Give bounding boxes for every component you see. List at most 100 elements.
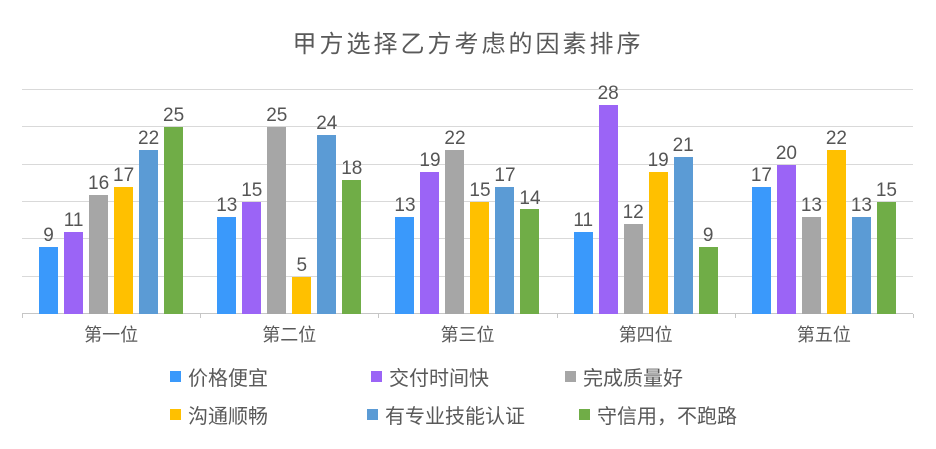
axis-tick [200,314,201,318]
bar-value-label: 22 [825,127,847,149]
bar-value-label: 15 [469,180,491,202]
category-label: 第二位 [262,325,317,345]
bar-value-label: 28 [597,83,619,104]
bar: 13 [801,196,822,314]
bar: 9 [39,225,59,314]
legend-label: 守信用，不跑路 [597,406,737,428]
bar-group: 9 11 16 17 22 25 [22,90,200,314]
bar-group: 13 15 25 5 24 18 [200,90,378,314]
legend-marker [170,409,181,420]
bar-value-label: 22 [138,127,160,149]
bar: 18 [341,158,362,314]
bar: 24 [316,113,337,314]
legend-item: 完成质量好 [565,362,683,391]
bar-group: 17 20 13 22 13 15 [735,90,913,314]
bar: 12 [623,203,644,314]
bar-value-label: 13 [216,195,238,216]
bar-value-label: 21 [672,135,694,157]
bar-value-label: 25 [266,105,288,127]
bar-value-label: 14 [519,187,541,209]
bar-value-label: 17 [113,165,135,187]
legend-marker [170,371,181,382]
bar: 15 [241,181,262,314]
bar: 17 [494,166,516,314]
bar: 13 [216,196,237,314]
bar: 13 [851,196,872,314]
bar-group: 11 28 12 19 21 9 [557,84,735,314]
bar: 20 [776,143,797,314]
bar-value-label: 9 [702,224,714,246]
legend-label: 沟通顺畅 [188,406,268,428]
axis-tick [557,314,558,318]
legend-label: 完成质量好 [583,368,683,390]
legend-label: 有专业技能认证 [385,406,525,428]
bar-value-label: 19 [419,150,441,172]
bar-value-label: 13 [394,195,416,216]
legend-label: 价格便宜 [188,368,268,390]
bar: 5 [292,255,312,314]
bar: 17 [113,166,134,314]
bar-value-label: 11 [63,209,84,231]
bar: 19 [419,151,441,314]
bar: 19 [648,151,669,314]
axis-tick [735,314,736,318]
bar-value-label: 17 [750,165,772,187]
legend-marker [565,371,576,382]
gridline [22,126,913,128]
plot-area: 9 11 16 17 22 25 13 15 25 5 24 18 13 19 22 15 17 14 11 28 12… [22,84,914,318]
bar-value-label: 22 [444,127,466,149]
bar: 15 [469,181,491,314]
axis-tick [22,314,23,318]
bar-value-label: 13 [850,195,872,216]
legend-label: 交付时间快 [389,368,489,390]
legend-item: 守信用，不跑路 [579,400,737,429]
bar: 22 [826,128,847,314]
legend-marker [579,409,590,420]
bar-value-label: 24 [316,112,338,134]
chart-title: 甲方选择乙方考虑的因素排序 [292,31,644,58]
bar-value-label: 17 [494,165,516,187]
bar: 28 [598,84,619,314]
bar: 14 [519,188,541,314]
gridline [22,163,913,165]
legend-marker [371,371,382,382]
legend-item: 有专业技能认证 [367,400,525,429]
bar: 9 [698,225,718,314]
x-axis-line [22,313,913,314]
bar: 11 [64,210,83,314]
bar: 13 [394,196,416,314]
bar: 25 [163,106,184,314]
bar-value-label: 18 [341,157,363,179]
bar-value-label: 15 [241,180,263,202]
category-label: 第一位 [84,325,139,345]
gridline [22,275,913,277]
bar-value-label: 20 [775,142,797,164]
gridline [22,201,913,202]
legend-item: 价格便宜 [170,362,268,391]
bar-group: 13 19 22 15 17 14 [378,90,556,314]
bar: 22 [138,128,159,314]
bar-value-label: 12 [622,202,644,224]
bar: 25 [266,106,287,314]
bar: 21 [673,136,694,314]
bar: 11 [573,210,593,314]
category-label: 第四位 [618,325,673,345]
bar: 17 [751,166,772,314]
bar-value-label: 15 [875,180,897,202]
legend-item: 交付时间快 [371,362,489,391]
axis-tick [913,314,914,318]
axis-tick [378,314,379,318]
bar-value-label: 5 [296,254,308,276]
bar-value-label: 9 [43,224,54,246]
category-label: 第五位 [796,325,851,345]
gridline [22,238,913,240]
bar: 22 [444,128,466,314]
bar: 16 [88,173,109,314]
bar-value-label: 19 [647,150,669,172]
gridline [22,89,913,90]
bar-value-label: 25 [163,105,185,127]
category-label: 第三位 [440,325,495,345]
bar-value-label: 13 [800,195,822,216]
legend-marker [367,409,378,420]
